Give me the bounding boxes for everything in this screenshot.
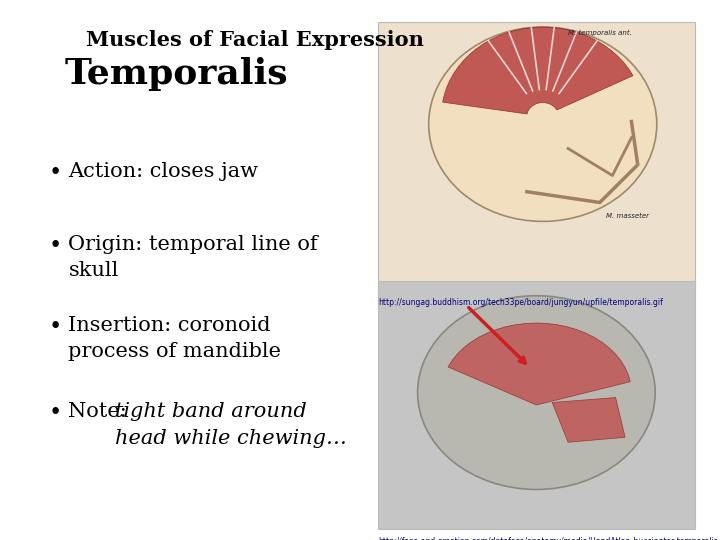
Text: tight band around
head while chewing…: tight band around head while chewing… (115, 402, 347, 448)
Ellipse shape (428, 27, 657, 221)
Text: Note:: Note: (68, 402, 134, 421)
Text: http://face-and-emotion.com/dataface/anatomy/media/HandAtlas_buccinator-temporal: http://face-and-emotion.com/dataface/ana… (378, 537, 720, 540)
Text: Action: closes jaw: Action: closes jaw (68, 162, 258, 181)
Text: Muscles of Facial Expression: Muscles of Facial Expression (86, 30, 424, 50)
Text: Temporalis: Temporalis (65, 57, 289, 91)
Text: Origin: temporal line of
skull: Origin: temporal line of skull (68, 235, 318, 280)
FancyBboxPatch shape (378, 22, 695, 292)
Polygon shape (443, 27, 633, 114)
Text: •: • (49, 402, 62, 424)
Ellipse shape (418, 296, 655, 489)
Polygon shape (448, 323, 630, 405)
Text: •: • (49, 316, 62, 338)
Text: •: • (49, 162, 62, 184)
Text: •: • (49, 235, 62, 257)
Text: Insertion: coronoid
process of mandible: Insertion: coronoid process of mandible (68, 316, 282, 361)
Text: http://sungag.buddhism.org/tech33pe/board/jungyun/upfile/temporalis.gif: http://sungag.buddhism.org/tech33pe/boar… (378, 298, 663, 307)
Text: M. masseter: M. masseter (606, 213, 649, 219)
Text: M. temporalis ant.: M. temporalis ant. (568, 30, 632, 36)
Polygon shape (552, 397, 625, 442)
FancyBboxPatch shape (378, 281, 695, 529)
